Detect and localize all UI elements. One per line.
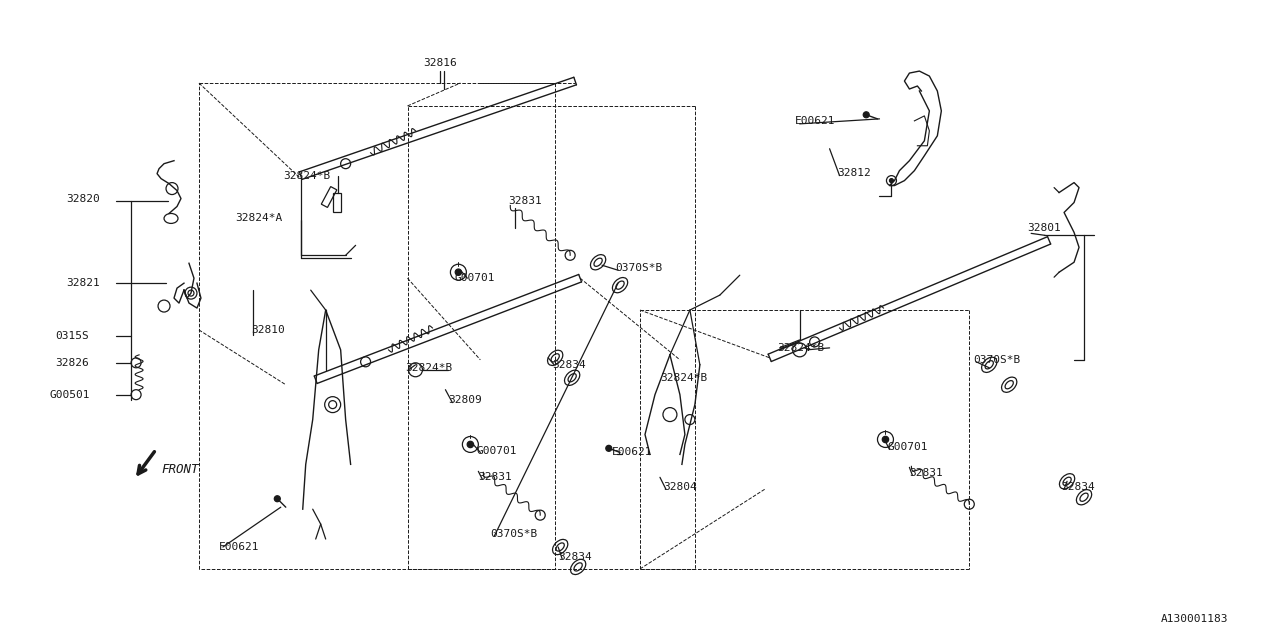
Text: 32826: 32826 <box>55 358 90 368</box>
Text: FRONT: FRONT <box>161 463 198 476</box>
Text: G00701: G00701 <box>887 442 928 452</box>
Text: 32824*B: 32824*B <box>283 171 330 180</box>
Text: 32821: 32821 <box>67 278 100 288</box>
Text: 0315S: 0315S <box>55 331 90 341</box>
Circle shape <box>890 179 893 182</box>
Text: 32834: 32834 <box>552 360 586 370</box>
Text: 32812: 32812 <box>837 168 872 178</box>
Text: 32834: 32834 <box>1061 483 1094 492</box>
Text: 32824*B: 32824*B <box>406 363 453 372</box>
Circle shape <box>882 436 888 443</box>
Text: 32824*B: 32824*B <box>778 343 824 353</box>
Text: 32809: 32809 <box>448 395 483 404</box>
Text: 32834: 32834 <box>558 552 591 562</box>
Text: 32801: 32801 <box>1027 223 1061 234</box>
Text: E00621: E00621 <box>795 116 835 126</box>
Text: 32831: 32831 <box>508 196 541 205</box>
Circle shape <box>456 269 462 275</box>
Text: G00501: G00501 <box>50 390 90 399</box>
Bar <box>321 187 337 207</box>
Text: A130001183: A130001183 <box>1161 614 1229 624</box>
Text: G00701: G00701 <box>476 447 517 456</box>
Text: 0370S*B: 0370S*B <box>490 529 538 539</box>
Circle shape <box>605 445 612 451</box>
Text: 32831: 32831 <box>479 472 512 483</box>
Text: 32824*A: 32824*A <box>236 214 282 223</box>
Circle shape <box>274 496 280 502</box>
Text: 32804: 32804 <box>663 483 696 492</box>
Text: G00701: G00701 <box>454 273 495 283</box>
Circle shape <box>467 441 474 447</box>
Text: 0370S*B: 0370S*B <box>973 355 1020 365</box>
Circle shape <box>863 112 869 118</box>
Text: 32824*B: 32824*B <box>660 372 708 383</box>
Text: 0370S*B: 0370S*B <box>616 263 662 273</box>
Text: 32816: 32816 <box>424 58 457 68</box>
Text: 32831: 32831 <box>909 468 943 478</box>
Text: 32810: 32810 <box>251 325 284 335</box>
Text: E00621: E00621 <box>612 447 653 458</box>
Text: 32820: 32820 <box>67 193 100 204</box>
Text: E00621: E00621 <box>219 542 260 552</box>
Bar <box>333 193 340 212</box>
